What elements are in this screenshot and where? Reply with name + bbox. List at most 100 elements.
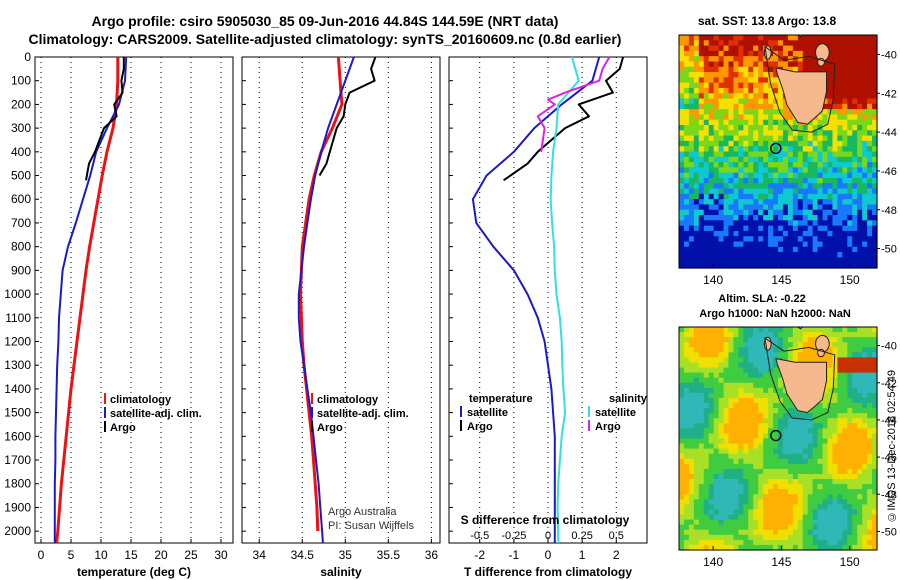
heat-cell: [773, 453, 779, 460]
heat-cell: [827, 519, 834, 526]
heat-cell: [698, 156, 705, 163]
heat-cell: [872, 246, 878, 253]
heat-cell: [822, 236, 829, 243]
heat-cell: [817, 458, 824, 465]
heat-cell: [802, 489, 809, 495]
heat-cell: [753, 463, 759, 470]
heat-cell: [733, 130, 739, 137]
heat-cell: [852, 82, 858, 89]
heat-cell: [698, 98, 705, 105]
heat-cell: [743, 423, 749, 429]
heat-cell: [872, 342, 878, 348]
heat-cell: [748, 352, 754, 359]
heat-cell: [758, 463, 764, 470]
heat-cell: [753, 453, 759, 460]
heat-cell: [842, 82, 848, 89]
heat-cell: [688, 504, 695, 511]
heat-cell: [718, 82, 725, 89]
heat-cell: [698, 539, 705, 546]
heat-cell: [688, 337, 695, 343]
heat-cell: [782, 453, 789, 460]
heat-cell: [837, 352, 843, 359]
heat-cell: [768, 66, 774, 73]
heat-cell: [797, 167, 804, 174]
heat-cell: [748, 225, 754, 232]
heat-cell: [703, 241, 710, 248]
heat-cell: [852, 209, 858, 216]
heat-cell: [867, 199, 873, 206]
heat-cell: [768, 504, 774, 511]
heat-cell: [787, 463, 794, 470]
heat-cell: [797, 494, 804, 500]
heat-cell: [703, 479, 710, 485]
heat-cell: [857, 77, 863, 84]
sst-map-ytick-label: -48: [881, 205, 897, 217]
heat-cell: [787, 342, 794, 348]
heat-cell: [718, 539, 725, 546]
heat-cell: [852, 387, 858, 394]
heat-cell: [763, 433, 769, 440]
heat-cell: [768, 387, 774, 394]
heat-cell: [822, 140, 829, 147]
heat-cell: [688, 357, 695, 364]
heat-cell: [693, 499, 700, 505]
heat-cell: [723, 236, 730, 243]
heat-cell: [862, 463, 868, 470]
temperature-panel-series-climatology: [55, 57, 120, 544]
heat-cell: [703, 114, 710, 121]
heat-cell: [807, 66, 814, 73]
heat-cell: [867, 241, 873, 248]
heat-cell: [837, 183, 843, 190]
heat-cell: [708, 56, 715, 63]
heat-cell: [822, 524, 829, 531]
heat-cell: [778, 514, 784, 521]
heat-cell: [708, 484, 715, 490]
heat-cell: [688, 262, 695, 269]
heat-cell: [812, 177, 819, 184]
heat-cell: [872, 40, 878, 47]
heat-cell: [862, 337, 868, 343]
heat-cell: [738, 140, 744, 147]
heat-cell: [728, 529, 735, 536]
heat-cell: [778, 140, 784, 147]
heat-cell: [708, 418, 715, 424]
heat-cell: [688, 468, 695, 475]
heat-cell: [723, 140, 730, 147]
heat-cell: [792, 183, 799, 190]
heat-cell: [807, 428, 814, 435]
heat-cell: [857, 377, 863, 384]
heat-cell: [773, 327, 779, 333]
heat-cell: [857, 458, 863, 465]
heat-cell: [753, 392, 759, 399]
heat-cell: [698, 499, 705, 505]
heat-cell: [743, 188, 749, 195]
heat-cell: [802, 463, 809, 470]
heat-cell: [688, 499, 695, 505]
heat-cell: [748, 372, 754, 379]
heat-cell: [733, 61, 739, 68]
heat-cell: [812, 204, 819, 211]
heat-cell: [773, 125, 779, 131]
heat-cell: [857, 188, 863, 195]
heat-cell: [703, 362, 710, 369]
heat-cell: [688, 114, 695, 121]
heat-cell: [847, 35, 853, 41]
depth-tick-label: 900: [11, 263, 31, 277]
heat-cell: [827, 372, 834, 379]
heat-cell: [817, 215, 824, 221]
heat-cell: [797, 246, 804, 253]
heat-cell: [713, 167, 720, 174]
heat-cell: [748, 246, 754, 253]
heat-cell: [778, 236, 784, 243]
heat-cell: [837, 433, 843, 440]
heat-cell: [867, 448, 873, 455]
heat-cell: [733, 167, 739, 174]
heat-cell: [802, 484, 809, 490]
heat-cell: [683, 130, 690, 137]
heat-cell: [842, 327, 848, 333]
heat-cell: [827, 199, 834, 206]
heat-cell: [872, 193, 878, 200]
heat-cell: [847, 72, 853, 78]
heat-cell: [872, 382, 878, 389]
heat-cell: [827, 443, 834, 450]
